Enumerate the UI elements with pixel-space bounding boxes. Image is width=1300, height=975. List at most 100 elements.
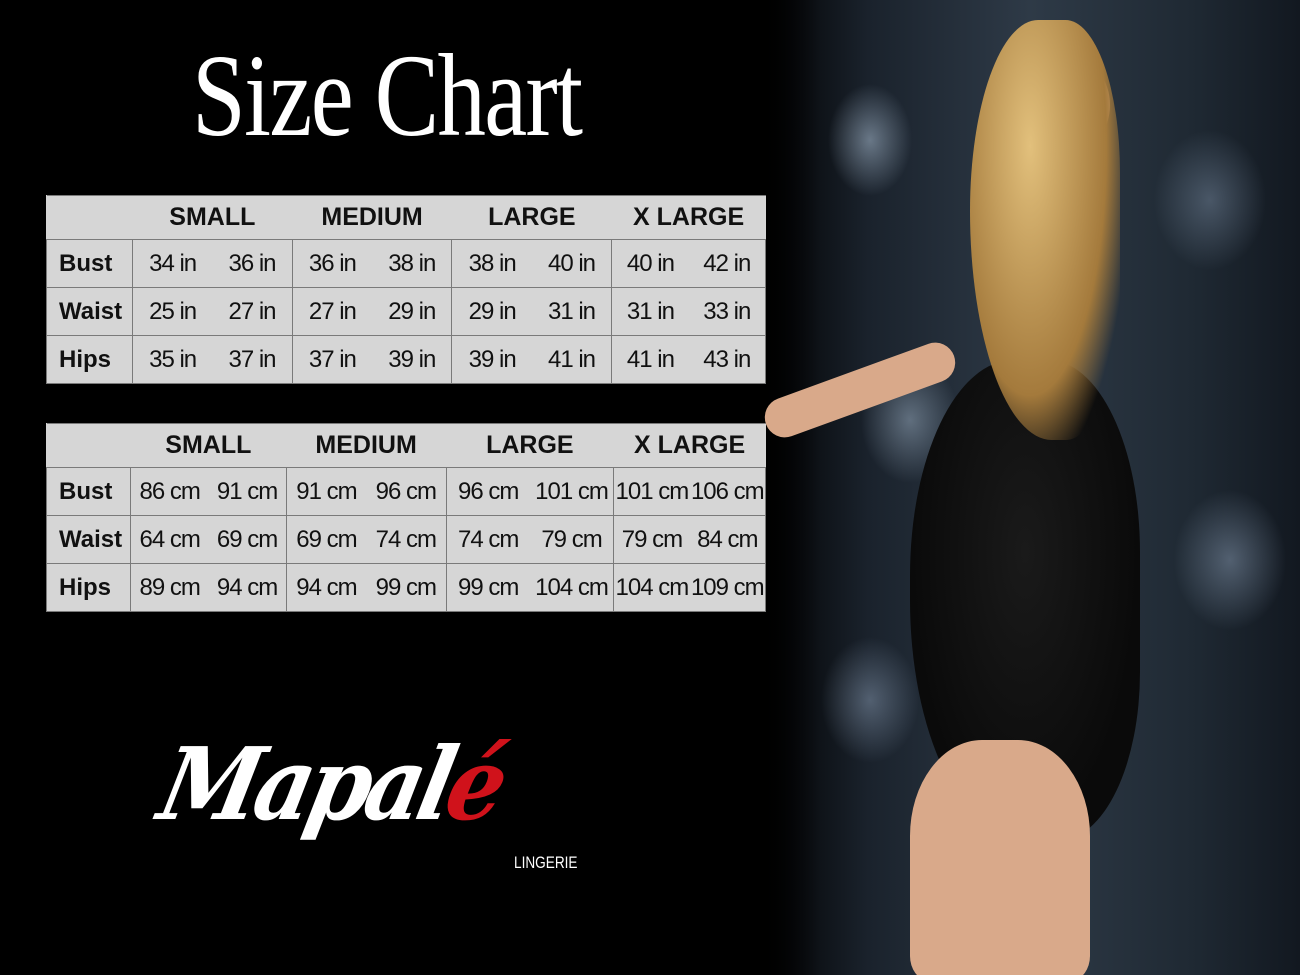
max-value: 91 cm (216, 477, 278, 505)
size-table-inches: SMALL MEDIUM LARGE X LARGE Bust 34 in 36 i… (46, 195, 766, 384)
min-value: 31 in (626, 297, 675, 325)
header-size: MEDIUM (286, 423, 446, 468)
row-label: Hips (46, 563, 131, 612)
header-size: X LARGE (611, 195, 766, 240)
page-title: Size Chart (192, 30, 583, 161)
min-value: 34 in (149, 249, 197, 277)
table-row: Bust 86 cm 91 cm 91 cm 96 cm 96 cm 101 cm 101 c… (46, 467, 766, 516)
size-range-cell: 36 in 38 in (291, 239, 453, 288)
table-header-row: SMALL MEDIUM LARGE X LARGE (46, 195, 766, 240)
max-value: 27 in (228, 297, 276, 325)
row-label: Hips (46, 335, 133, 384)
max-value: 33 in (703, 297, 751, 325)
max-value: 29 in (388, 297, 436, 325)
header-empty (46, 423, 131, 468)
size-range-cell: 25 in 27 in (131, 287, 293, 336)
max-value: 69 cm (216, 525, 278, 553)
size-range-cell: 35 in 37 in (131, 335, 293, 384)
max-value: 106 cm (690, 477, 765, 505)
max-value: 41 in (547, 345, 596, 373)
size-range-cell: 41 in 43 in (611, 335, 766, 384)
min-value: 36 in (308, 249, 357, 277)
brand-logo: Mapalé (149, 725, 514, 843)
header-empty (46, 195, 133, 240)
table-row: Bust 34 in 36 in 36 in 38 in 38 in 40 in 40 in 4… (46, 239, 766, 288)
max-value: 42 in (703, 249, 751, 277)
max-value: 101 cm (535, 477, 609, 505)
size-range-cell: 29 in 31 in (451, 287, 613, 336)
table-row: Hips 89 cm 94 cm 94 cm 99 cm 99 cm 104 cm 104 c… (46, 563, 766, 612)
min-value: 27 in (308, 297, 357, 325)
model-leg (910, 740, 1090, 975)
size-range-cell: 34 in 36 in (131, 239, 293, 288)
max-value: 74 cm (375, 525, 437, 553)
min-value: 86 cm (139, 477, 200, 505)
min-value: 35 in (149, 345, 197, 373)
table-row: Hips 35 in 37 in 37 in 39 in 39 in 41 in 41 in 4… (46, 335, 766, 384)
min-value: 29 in (468, 297, 517, 325)
min-value: 101 cm (615, 477, 690, 505)
model-hair (970, 20, 1120, 440)
min-value: 25 in (149, 297, 197, 325)
min-value: 39 in (468, 345, 517, 373)
table-row: Waist 25 in 27 in 27 in 29 in 29 in 31 in 31 in… (46, 287, 766, 336)
size-range-cell: 37 in 39 in (291, 335, 453, 384)
max-value: 109 cm (690, 573, 765, 601)
max-value: 94 cm (216, 573, 278, 601)
header-size: X LARGE (613, 423, 766, 468)
model-arm (759, 337, 961, 443)
table-row: Waist 64 cm 69 cm 69 cm 74 cm 74 cm 79 cm 79 cm… (46, 515, 766, 564)
max-value: 99 cm (375, 573, 437, 601)
max-value: 38 in (388, 249, 436, 277)
max-value: 31 in (547, 297, 596, 325)
model-photo (759, 0, 1300, 975)
max-value: 104 cm (535, 573, 609, 601)
max-value: 36 in (228, 249, 276, 277)
row-label: Bust (46, 239, 133, 288)
size-range-cell: 89 cm 94 cm (129, 563, 287, 612)
size-range-cell: 96 cm 101 cm (445, 467, 615, 516)
size-table-cm: SMALL MEDIUM LARGE X LARGE Bust 86 cm 91 c… (46, 423, 766, 612)
size-range-cell: 39 in 41 in (451, 335, 613, 384)
size-range-cell: 99 cm 104 cm (445, 563, 615, 612)
brand-subtitle: LINGERIE (514, 853, 578, 872)
size-range-cell: 27 in 29 in (291, 287, 453, 336)
min-value: 41 in (626, 345, 675, 373)
size-range-cell: 69 cm 74 cm (285, 515, 447, 564)
size-range-cell: 74 cm 79 cm (445, 515, 615, 564)
min-value: 40 in (626, 249, 675, 277)
min-value: 96 cm (457, 477, 519, 505)
row-label: Bust (46, 467, 131, 516)
size-range-cell: 101 cm 106 cm (613, 467, 766, 516)
min-value: 104 cm (615, 573, 690, 601)
size-range-cell: 64 cm 69 cm (129, 515, 287, 564)
min-value: 94 cm (296, 573, 357, 601)
size-range-cell: 79 cm 84 cm (613, 515, 766, 564)
size-range-cell: 40 in 42 in (611, 239, 766, 288)
min-value: 89 cm (139, 573, 200, 601)
min-value: 74 cm (457, 525, 519, 553)
min-value: 37 in (308, 345, 357, 373)
min-value: 79 cm (621, 525, 683, 553)
header-size: SMALL (130, 423, 287, 468)
max-value: 39 in (388, 345, 436, 373)
header-size: LARGE (451, 195, 612, 240)
size-range-cell: 104 cm 109 cm (613, 563, 766, 612)
row-label: Waist (46, 515, 131, 564)
min-value: 91 cm (296, 477, 357, 505)
max-value: 84 cm (697, 525, 758, 553)
max-value: 40 in (547, 249, 596, 277)
header-size: LARGE (446, 423, 614, 468)
row-label: Waist (46, 287, 133, 336)
size-range-cell: 38 in 40 in (451, 239, 613, 288)
min-value: 69 cm (296, 525, 357, 553)
size-range-cell: 31 in 33 in (611, 287, 766, 336)
size-range-cell: 91 cm 96 cm (285, 467, 447, 516)
size-range-cell: 86 cm 91 cm (129, 467, 287, 516)
max-value: 37 in (228, 345, 276, 373)
min-value: 38 in (468, 249, 517, 277)
min-value: 99 cm (457, 573, 519, 601)
header-size: SMALL (132, 195, 293, 240)
min-value: 64 cm (139, 525, 200, 553)
